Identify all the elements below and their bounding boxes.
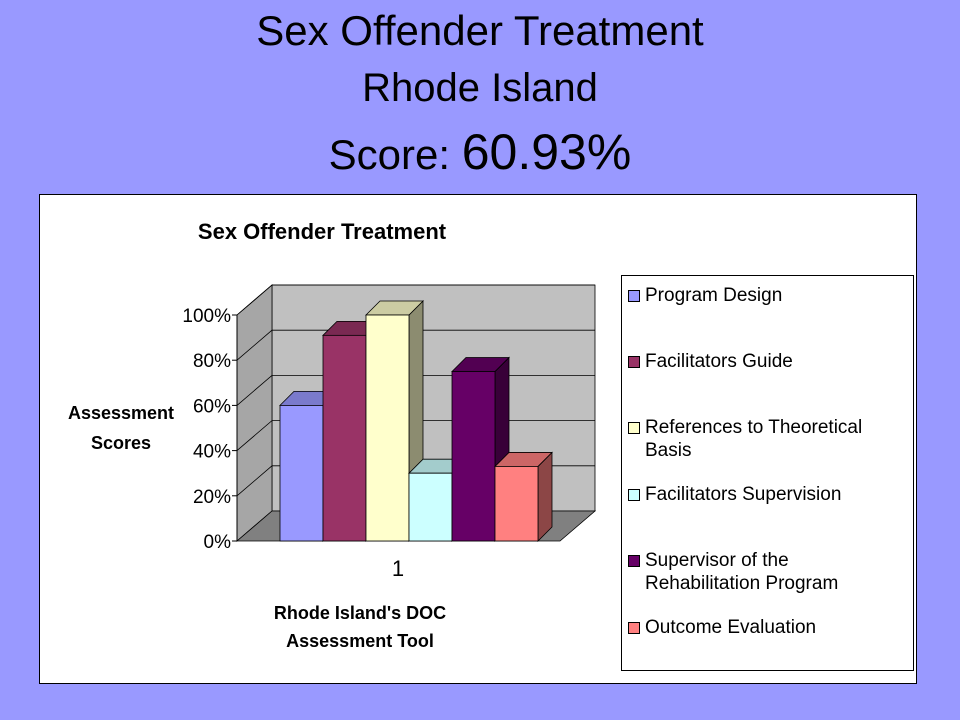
- legend-swatch: [628, 422, 640, 434]
- legend-label: Program Design: [645, 285, 783, 306]
- legend-swatch: [628, 489, 640, 501]
- chart-title: Sex Offender Treatment: [198, 219, 447, 244]
- legend-label: Outcome Evaluation: [645, 617, 817, 638]
- gridline: [236, 329, 595, 361]
- score-line: Score: 60.93%: [0, 124, 960, 183]
- legend-swatch: [628, 356, 640, 368]
- score-label: Score:: [328, 131, 451, 178]
- legend-swatch: [628, 622, 640, 634]
- chart-legend: Program Design Facilitators Guide Referenc…: [621, 275, 914, 671]
- legend-item: Outcome Evaluation: [628, 616, 908, 639]
- gridline: [236, 284, 595, 316]
- bar-outcome-evaluation: [494, 466, 539, 542]
- score-value: 60.93%: [461, 124, 632, 180]
- legend-label: References to Theoretical Basis: [645, 417, 863, 461]
- x-tick-label: 1: [392, 556, 404, 581]
- legend-swatch: [628, 555, 640, 567]
- chart-side-wall: [236, 284, 273, 542]
- bar-side: [537, 451, 553, 542]
- chart-area: Sex Offender Treatment 0% 20% 40% 60% 80% 100…: [39, 194, 917, 684]
- legend-label: Facilitators Supervision: [645, 484, 842, 505]
- y-tick-label: 0%: [204, 532, 232, 553]
- slide-title-line2: Rhode Island: [362, 66, 598, 110]
- legend-item: Program Design: [628, 284, 908, 307]
- bar-facilitators-guide: [322, 334, 367, 542]
- bar-chart: Sex Offender Treatment 0% 20% 40% 60% 80% 100…: [68, 219, 597, 651]
- bar-references-to-theoretical-basis: [365, 314, 410, 542]
- bar-supervisor-of-the-rehabilitation-program: [451, 371, 496, 542]
- x-axis-label: Rhode Island's DOC Assessment Tool: [274, 603, 446, 651]
- y-tick-label: 80%: [193, 351, 231, 372]
- legend-item: Facilitators Supervision: [628, 483, 908, 506]
- legend-item: References to Theoretical Basis: [628, 416, 908, 462]
- y-tick-label: 20%: [193, 487, 231, 508]
- legend-item: Supervisor of the Rehabilitation Program: [628, 549, 908, 595]
- y-axis-label: Assessment Scores: [68, 403, 174, 453]
- y-tick-label: 100%: [182, 306, 231, 327]
- y-tick-label: 60%: [193, 396, 231, 417]
- legend-label: Facilitators Guide: [645, 351, 793, 372]
- slide-title-line1: Sex Offender Treatment: [256, 7, 704, 54]
- y-tick-label: 40%: [193, 442, 231, 463]
- legend-label: Supervisor of the Rehabilitation Program: [645, 550, 839, 594]
- legend-swatch: [628, 290, 640, 302]
- legend-item: Facilitators Guide: [628, 350, 908, 373]
- bar-program-design: [279, 404, 324, 542]
- bar-facilitators-supervision: [408, 472, 453, 542]
